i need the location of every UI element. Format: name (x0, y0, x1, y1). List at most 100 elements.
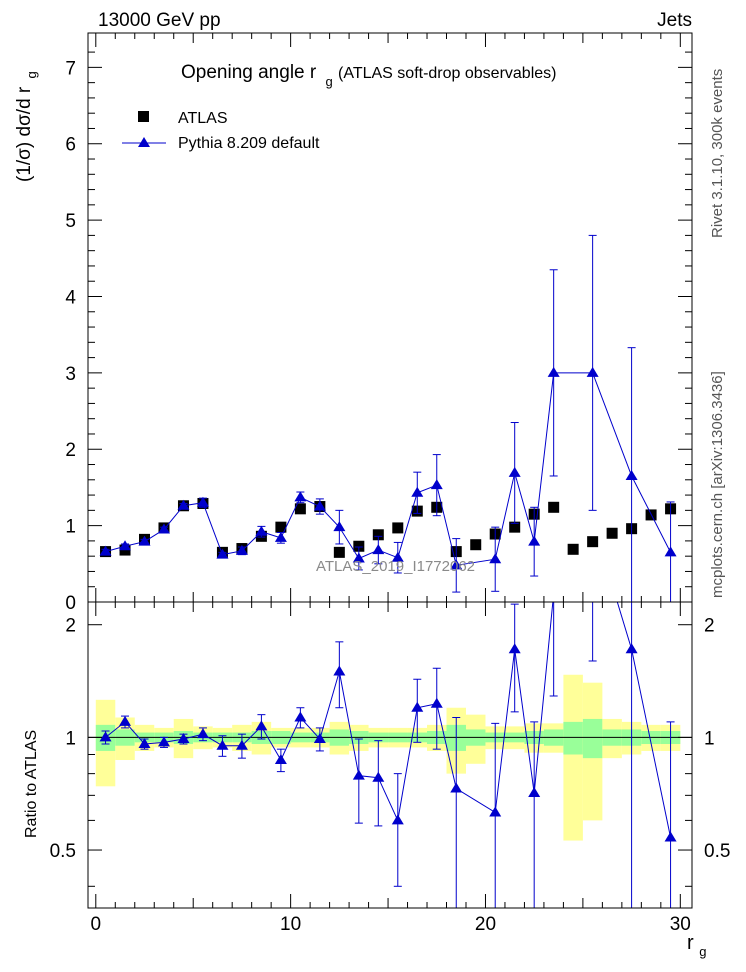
y-tick-label: 0 (65, 593, 76, 614)
header-energy: 13000 GeV pp (98, 10, 221, 31)
pythia-ratio-point (294, 711, 307, 722)
analysis-watermark: ATLAS_2019_I1772062 (316, 558, 475, 575)
pythia-ratio-point (177, 733, 190, 744)
pythia-data-point (450, 559, 463, 570)
pythia-ratio-point (235, 739, 248, 750)
pythia-data-point (99, 545, 112, 556)
pythia-data-point (372, 544, 385, 555)
ratio-y-label: Ratio to ATLAS (23, 730, 40, 838)
y-tick-label: 4 (65, 287, 76, 308)
pythia-line (105, 372, 672, 566)
legend-atlas-marker (138, 111, 149, 122)
pythia-ratio-point (528, 787, 541, 798)
y-axis-label-sub: g (24, 71, 39, 78)
pythia-ratio-point (99, 731, 112, 742)
pythia-data-point (528, 535, 541, 546)
plot-title: Opening angle r g (ATLAS soft-drop obser… (181, 62, 556, 91)
atlas-data-point (567, 543, 579, 555)
y-axis-label: (1/σ) dσ/d r g (14, 71, 39, 182)
y-tick-label: 5 (65, 211, 76, 232)
atlas-data-point (548, 501, 560, 513)
pythia-ratio-point (664, 831, 677, 842)
pythia-data-point (119, 540, 132, 551)
pythia-ratio-point (508, 643, 521, 654)
pythia-data-point (216, 548, 229, 559)
ratio-axis-ticks: 0 10 20 30 0.5 0.5 1 1 2 2 (50, 602, 730, 935)
pythia-ratio-point (391, 814, 404, 825)
pythia-ratio-point (138, 738, 151, 749)
x-axis-label: r g (687, 932, 706, 959)
pythia-data-point (333, 521, 346, 532)
atlas-data-point (587, 536, 599, 548)
pythia-ratio-point (625, 643, 638, 654)
ratio-tick-label-right: 1 (704, 728, 715, 749)
ratio-uncertainty-bands (88, 674, 692, 841)
x-tick-label: 10 (280, 914, 301, 935)
pythia-data-point (352, 552, 365, 563)
plot-title-suffix: (ATLAS soft-drop observables) (338, 65, 556, 82)
pythia-ratio-point (313, 733, 326, 744)
pythia-ratio-point (587, 514, 599, 524)
pythia-ratio-point (157, 736, 170, 747)
ratio-band-outer (563, 674, 583, 841)
pythia-data-point (430, 479, 443, 490)
pythia-ratio-line (105, 602, 672, 838)
pythia-ratio-point (274, 754, 287, 765)
legend-atlas-label: ATLAS (178, 110, 228, 127)
pythia-ratio-point (196, 728, 209, 739)
atlas-data-point (275, 521, 287, 533)
plot-title-sub: g (326, 74, 333, 89)
ratio-tick-label: 1 (65, 728, 76, 749)
atlas-data-point (606, 527, 618, 539)
header-process: Jets (657, 10, 692, 31)
y-tick-label: 1 (65, 517, 76, 538)
atlas-data-point (372, 529, 384, 541)
pythia-ratio-point (119, 715, 132, 726)
atlas-data-point (353, 540, 365, 552)
legend-pythia-marker (138, 137, 150, 147)
plot-title-main: Opening angle r (181, 62, 317, 83)
x-axis-label-main: r (687, 932, 694, 954)
pythia-data-point (255, 525, 268, 536)
pythia-data-point (586, 366, 599, 377)
pythia-ratio-point (255, 720, 268, 731)
pythia-ratio-point (548, 588, 560, 598)
pythia-data-point (664, 546, 677, 557)
pythia-data-point (625, 469, 638, 480)
atlas-data-point (470, 539, 482, 551)
y-tick-label: 3 (65, 364, 76, 385)
atlas-data-point (392, 522, 404, 534)
ratio-frame (87, 601, 693, 909)
pythia-ratio-point (372, 771, 385, 782)
pythia-data-point (294, 491, 307, 502)
pythia-data-point (411, 486, 424, 497)
pythia-data-point (196, 496, 209, 507)
pythia-ratio-point (489, 806, 502, 817)
ratio-plot-marks (99, 514, 677, 908)
ratio-tick-label: 0.5 (50, 841, 76, 862)
rivet-label: Rivet 3.1.10, 300k events (709, 69, 726, 238)
x-axis-label-sub: g (699, 944, 706, 959)
mcplots-label: mcplots.cern.ch [arXiv:1306.3436] (709, 371, 726, 598)
pythia-ratio-point (450, 782, 463, 793)
pythia-data-point (157, 523, 170, 534)
y-tick-label: 2 (65, 440, 76, 461)
pythia-data-point (508, 466, 521, 477)
atlas-data-point (333, 546, 345, 558)
pythia-data-point (489, 553, 502, 564)
pythia-data-point (547, 366, 560, 377)
legend-pythia-label: Pythia 8.209 default (178, 135, 320, 152)
pythia-ratio-point (216, 739, 229, 750)
ratio-tick-label-right: 2 (704, 616, 715, 637)
pythia-data-point (391, 551, 404, 562)
pythia-data-point (138, 535, 151, 546)
main-plot-marks (99, 234, 677, 602)
pythia-ratio-point (333, 665, 346, 676)
x-tick-label: 20 (475, 914, 496, 935)
pythia-ratio-point (430, 697, 443, 708)
ratio-tick-label-right: 0.5 (704, 841, 730, 862)
pythia-data-point (235, 544, 248, 555)
pythia-data-point (274, 531, 287, 542)
y-tick-label: 6 (65, 135, 76, 156)
